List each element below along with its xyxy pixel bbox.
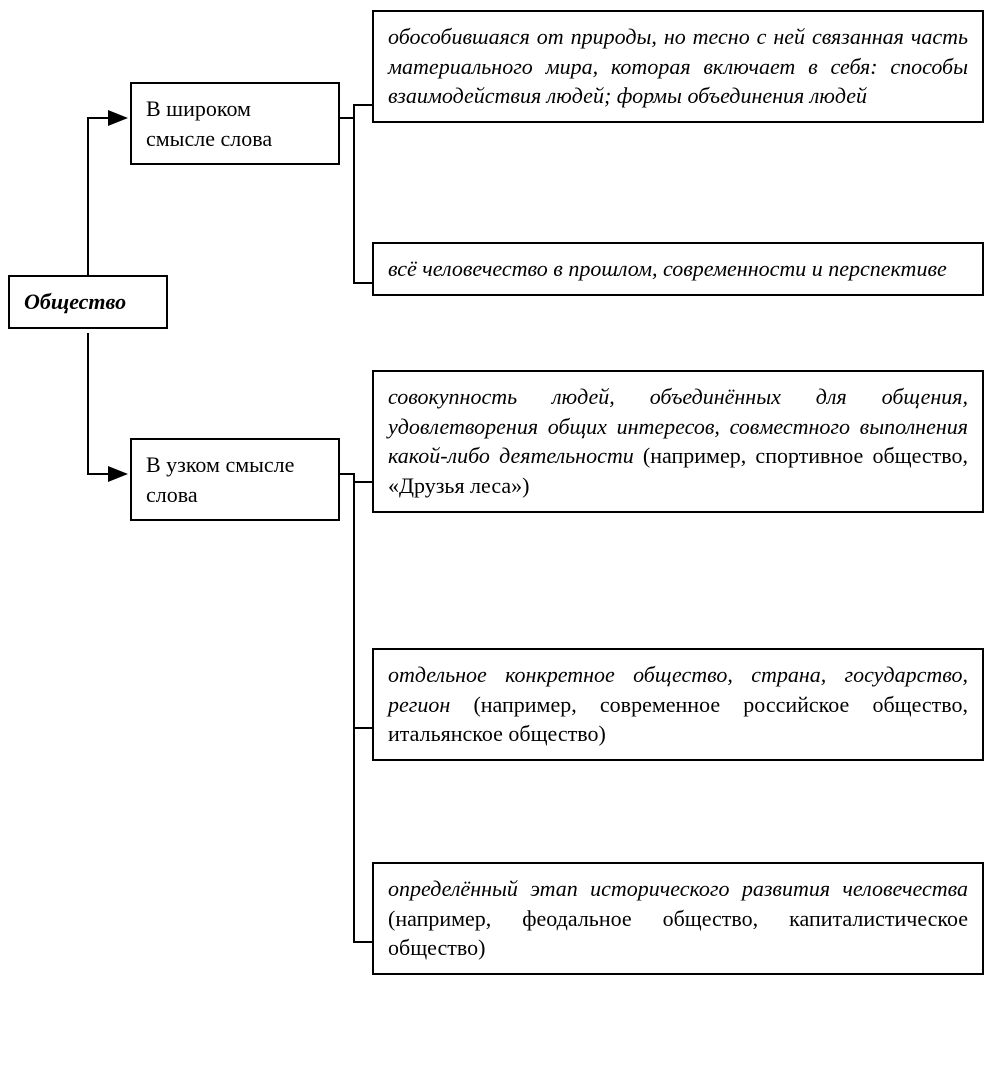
root-node: Общество (8, 275, 168, 329)
def-narrow-3-italic: определённый этап исторического развития… (388, 876, 968, 901)
branch-wide: В широком смысле слова (130, 82, 340, 165)
def-wide-1: обособившаяся от природы, но тес­но с не… (372, 10, 984, 123)
def-wide-2: всё человечество в прошлом, совре­меннос… (372, 242, 984, 296)
def-wide-1-italic: обособившаяся от природы, но тес­но с не… (388, 24, 968, 108)
branch-narrow: В узком смысле слова (130, 438, 340, 521)
def-narrow-3: определённый этап исторического развития… (372, 862, 984, 975)
branch-narrow-label: В узком смысле слова (146, 452, 294, 507)
branch-wide-label: В широком смысле слова (146, 96, 272, 151)
def-narrow-2-normal: (на­пример, современное российское об­ще… (388, 692, 968, 747)
def-narrow-3-normal: (например, феодальное общество, капитали… (388, 906, 968, 961)
def-wide-2-italic: всё человечество в прошлом, совре­меннос… (388, 256, 947, 281)
def-narrow-2: отдельное конкретное общество, страна, г… (372, 648, 984, 761)
def-narrow-1: совокупность людей, объединённых для общ… (372, 370, 984, 513)
